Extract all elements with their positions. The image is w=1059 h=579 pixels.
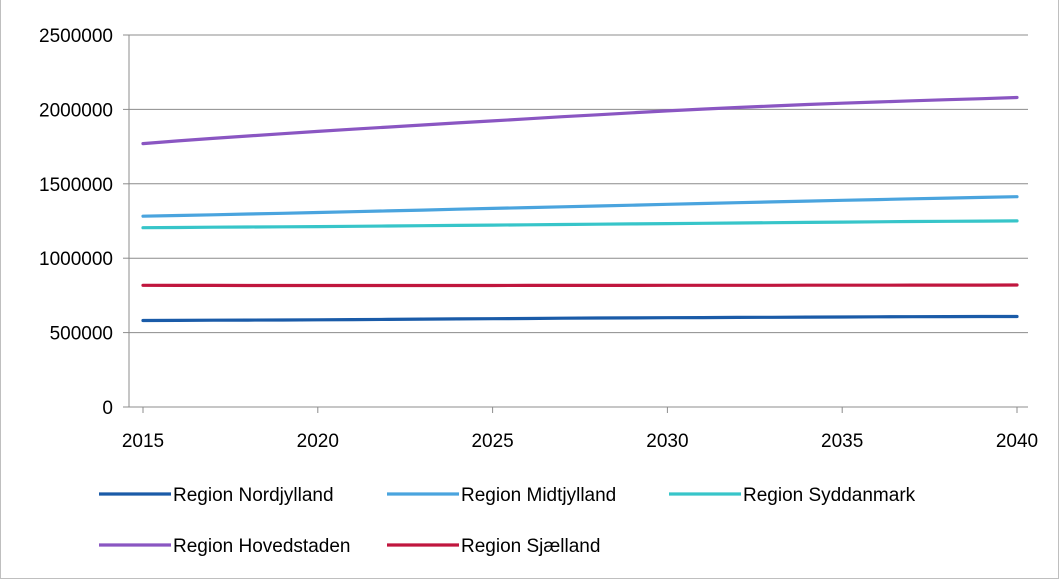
series-line-1 (141, 195, 1019, 218)
series-line-3 (141, 95, 1019, 146)
legend-label-3: Region Hovedstaden (173, 536, 350, 557)
y-tick-label: 1500000 (39, 175, 113, 196)
y-tick-label: 2000000 (39, 100, 113, 121)
gridlines (129, 34, 1028, 334)
series-line-4 (141, 283, 1019, 288)
y-tick-label: 0 (102, 398, 113, 419)
x-tick-label: 2040 (996, 431, 1038, 452)
y-axis-tick-labels: 0 500000 1000000 1500000 2000000 2500000 (39, 26, 113, 419)
series-line-0 (141, 314, 1019, 323)
x-tick-label: 2035 (821, 431, 863, 452)
x-tick-label: 2015 (122, 431, 164, 452)
x-tick-label: 2030 (646, 431, 688, 452)
y-tick-label: 1000000 (39, 249, 113, 270)
x-tick-label: 2025 (471, 431, 513, 452)
legend-label-1: Region Midtjylland (461, 485, 616, 506)
legend-label-0: Region Nordjylland (173, 485, 334, 506)
y-tick-label: 500000 (50, 324, 113, 345)
legend: Region Nordjylland Region Midtjylland Regi… (99, 485, 916, 557)
x-tick-label: 2020 (297, 431, 339, 452)
legend-label-2: Region Syddanmark (743, 485, 916, 506)
y-tick-label: 2500000 (39, 26, 113, 47)
series-line-2 (141, 219, 1019, 230)
axes (123, 34, 1028, 413)
x-axis-tick-labels: 2015 2020 2025 2030 2035 2040 (122, 431, 1038, 452)
legend-label-4: Region Sjælland (461, 536, 600, 557)
series-lines (141, 95, 1019, 323)
